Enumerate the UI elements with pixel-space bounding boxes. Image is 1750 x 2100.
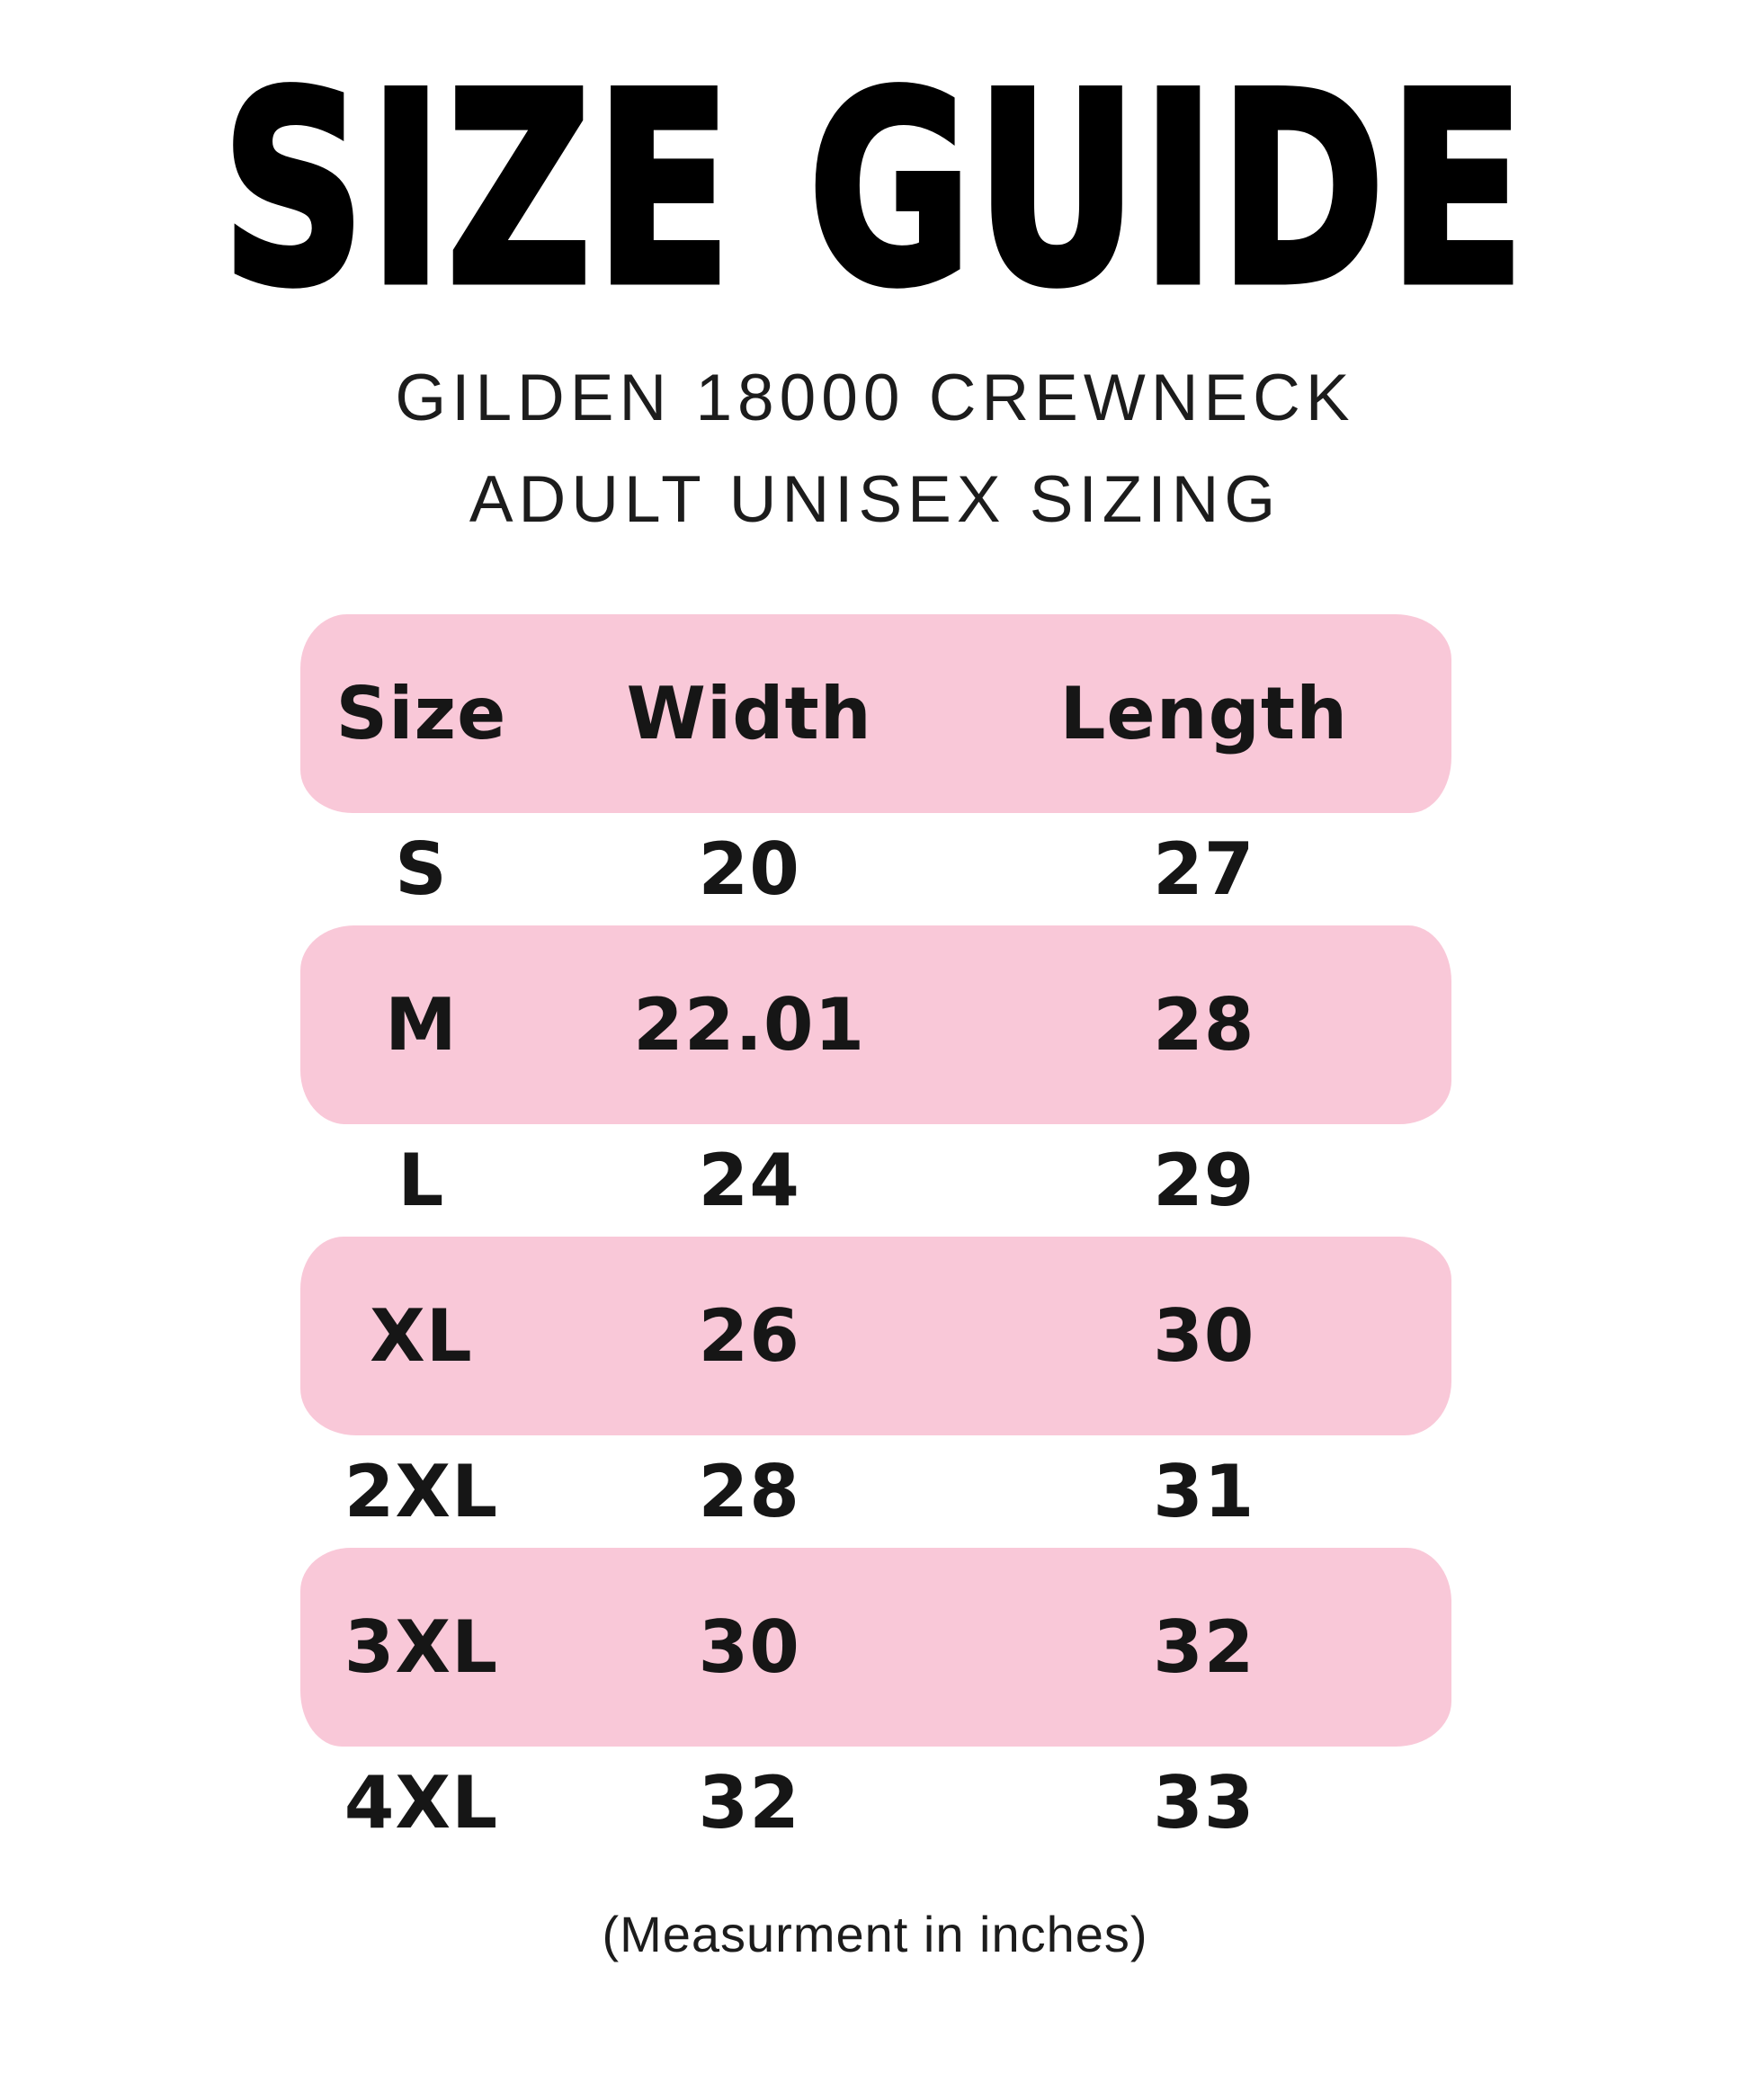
table-header-row: Size Width Length <box>300 614 1451 813</box>
length-cell: 33 <box>1153 1761 1255 1845</box>
length-cell: 27 <box>1153 827 1255 911</box>
width-cell: 22.01 <box>633 983 866 1067</box>
width-cell: 20 <box>698 827 800 911</box>
size-cell: M <box>385 983 458 1067</box>
size-table: Size Width Length S 20 27 M 22.01 28 L 2… <box>300 614 1451 1859</box>
length-cell: 28 <box>1153 983 1255 1067</box>
page-title: SIZE GUIDE <box>219 34 1529 347</box>
table-row-l: L 24 29 <box>300 1124 1451 1237</box>
size-cell: 4XL <box>344 1761 499 1845</box>
size-cell: L <box>397 1139 445 1222</box>
subtitle-line1: GILDEN 18000 CREWNECK <box>395 362 1355 434</box>
table-row-2xl: 2XL 28 31 <box>300 1435 1451 1548</box>
subtitle-line2: ADULT UNISEX SIZING <box>469 463 1281 536</box>
length-cell: 30 <box>1153 1294 1255 1378</box>
column-header-length: Length <box>1059 672 1349 755</box>
width-cell: 24 <box>698 1139 800 1222</box>
size-cell: 3XL <box>344 1605 499 1689</box>
width-cell: 28 <box>698 1450 800 1533</box>
length-cell: 32 <box>1153 1605 1255 1689</box>
table-row-xl: XL 26 30 <box>300 1237 1451 1435</box>
length-cell: 31 <box>1153 1450 1255 1533</box>
width-cell: 26 <box>698 1294 800 1378</box>
length-cell: 29 <box>1153 1139 1255 1222</box>
column-header-width: Width <box>626 672 872 755</box>
table-row-3xl: 3XL 30 32 <box>300 1548 1451 1747</box>
size-cell: XL <box>370 1294 473 1378</box>
table-row-s: S 20 27 <box>300 813 1451 925</box>
table-row-4xl: 4XL 32 33 <box>300 1747 1451 1859</box>
table-row-m: M 22.01 28 <box>300 925 1451 1124</box>
column-header-size: Size <box>335 672 507 755</box>
width-cell: 30 <box>698 1605 800 1689</box>
size-cell: S <box>395 827 448 911</box>
size-cell: 2XL <box>344 1450 499 1533</box>
measurement-note: (Measurment in inches) <box>602 1906 1148 1962</box>
width-cell: 32 <box>698 1761 800 1845</box>
